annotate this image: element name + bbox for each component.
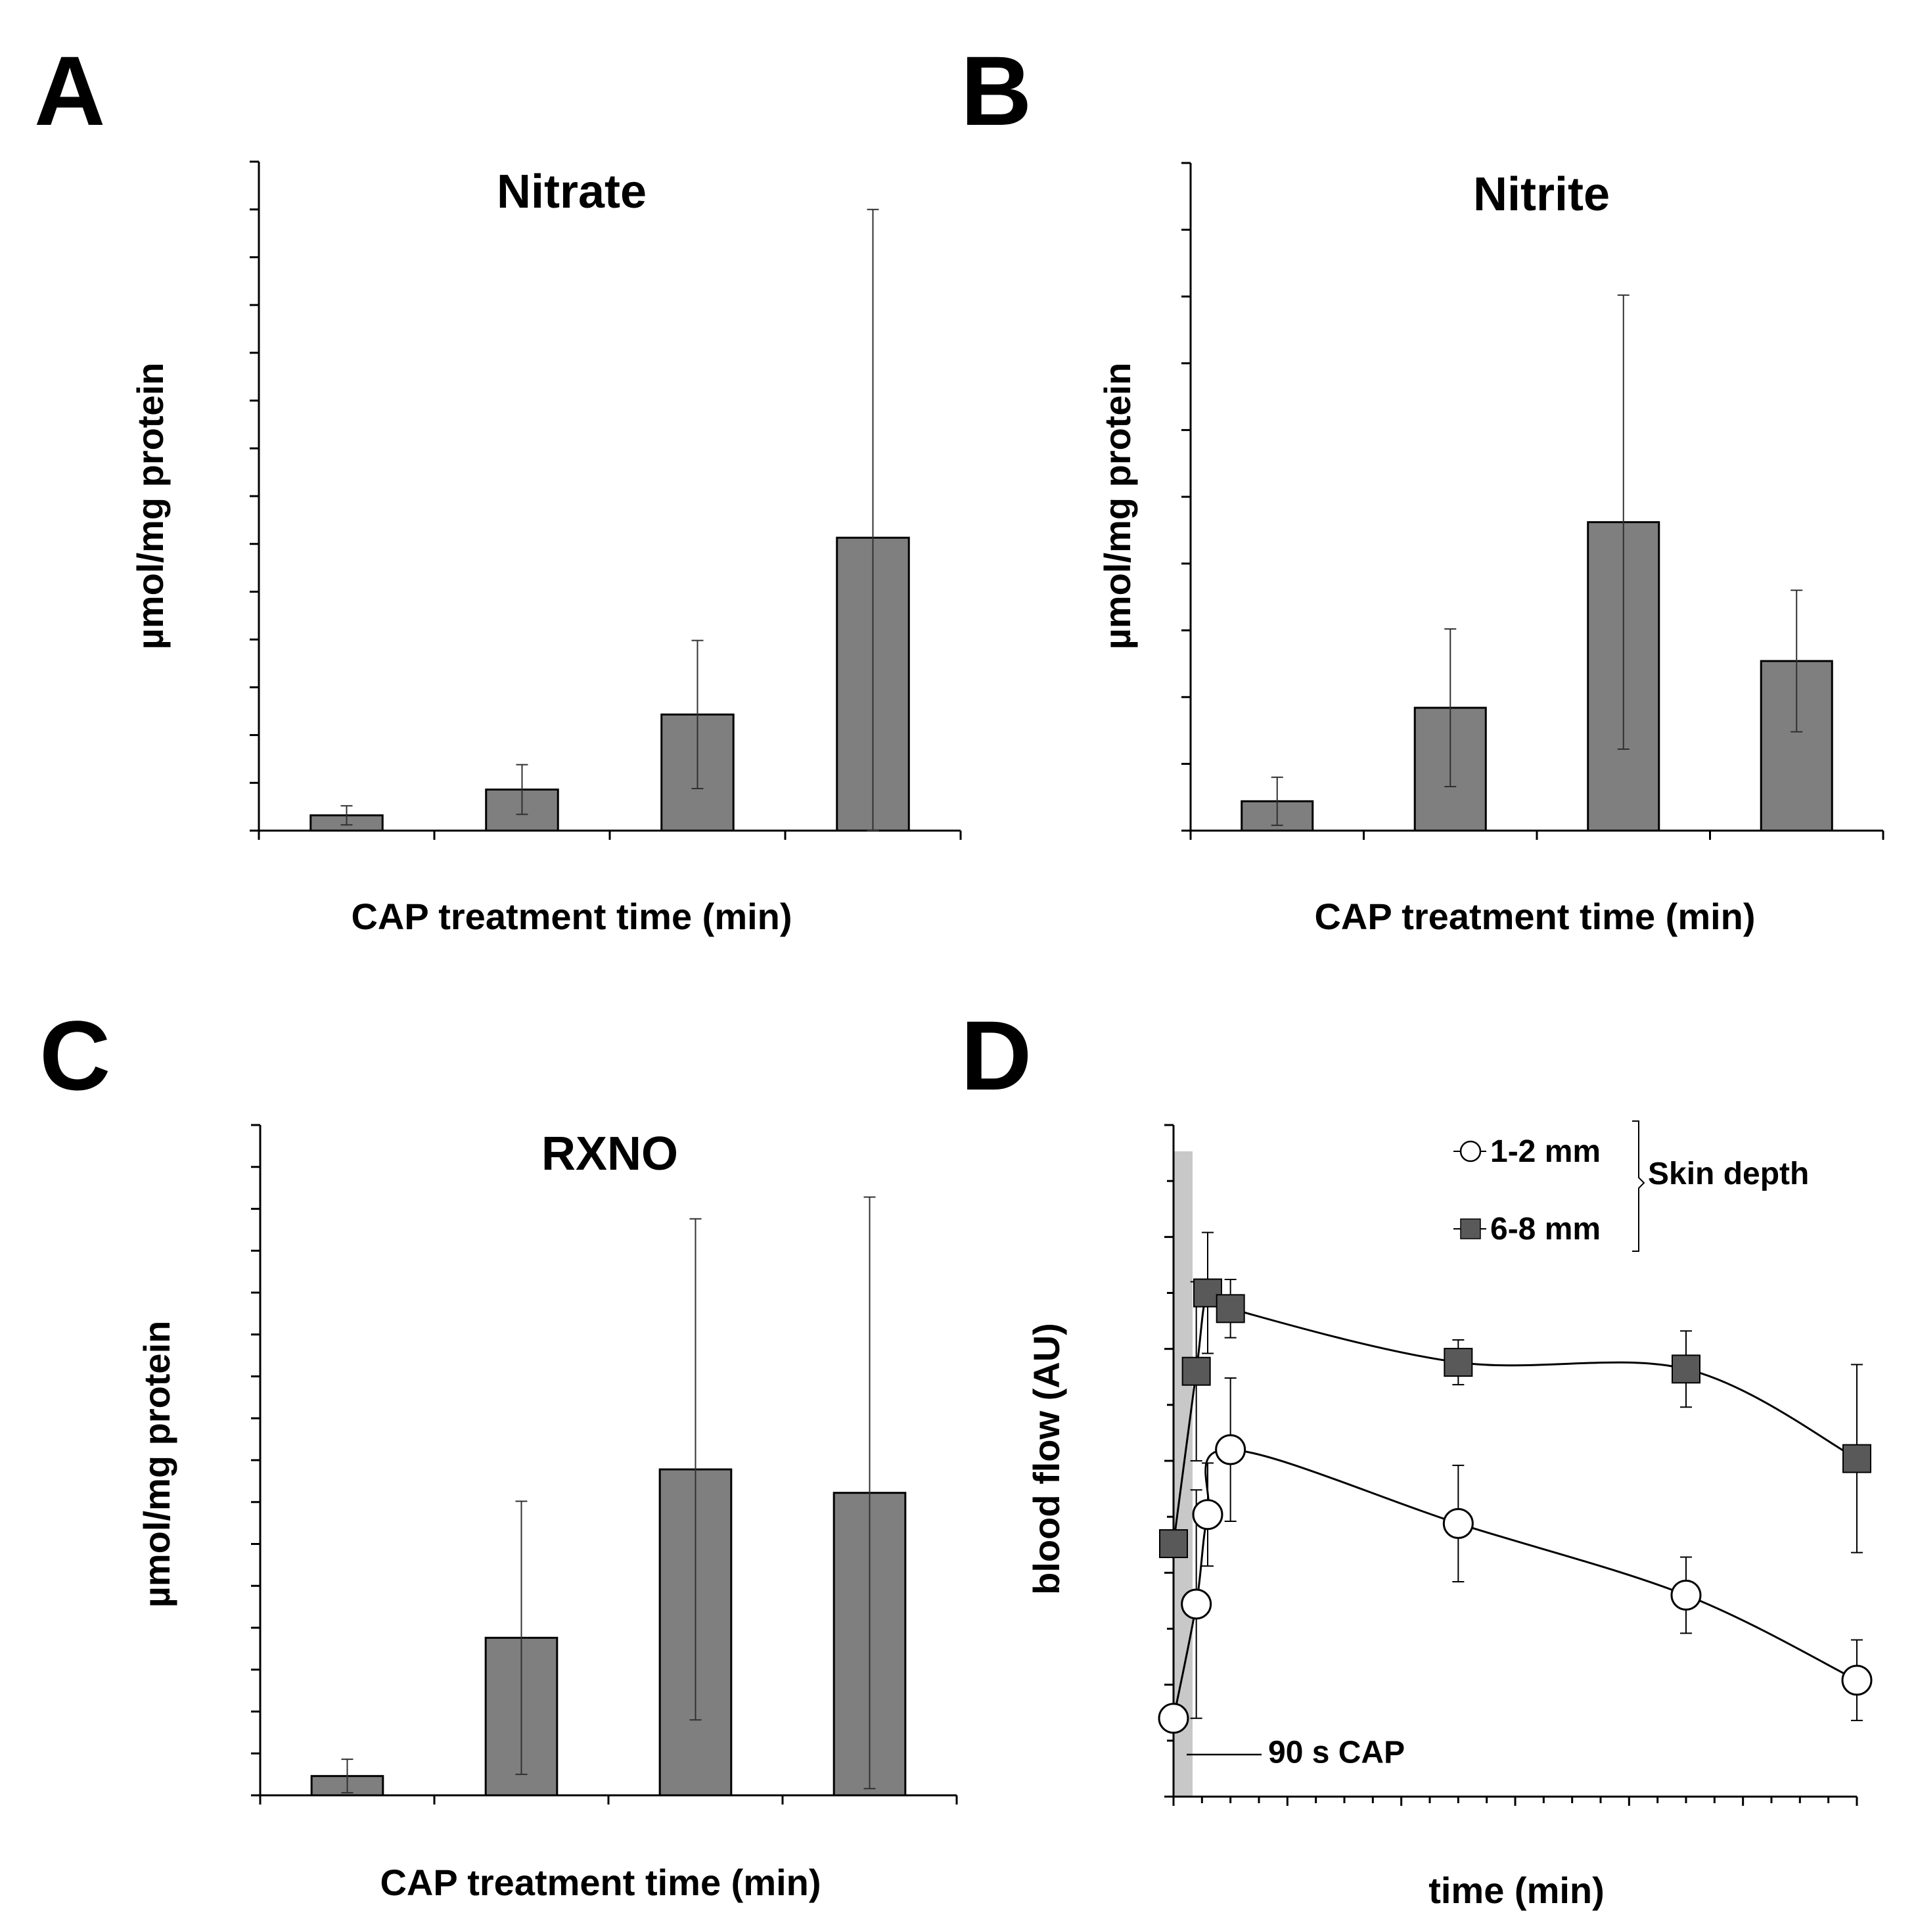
panel-letter-c: C (39, 1000, 110, 1111)
legend-bracket (1632, 1120, 1645, 1252)
series-marker-1-2mm (1442, 1507, 1474, 1539)
series-marker-6-8mm (1842, 1444, 1871, 1473)
chart-b-y-axis-title: µmol/mg protein (1097, 363, 1138, 650)
annotation-90s-cap: 90 s CAP (1268, 1736, 1405, 1770)
chart-a-title: Nitrate (497, 166, 647, 218)
panel-letter-d: D (961, 1000, 1032, 1111)
series-marker-6-8mm (1159, 1529, 1188, 1559)
series-marker-6-8mm (1672, 1354, 1700, 1384)
legend-title-skin-depth: Skin depth (1648, 1157, 1809, 1191)
chart-d-x-axis-title: time (min) (1428, 1870, 1605, 1911)
series-marker-1-2mm (1158, 1703, 1189, 1734)
chart-d-legend: 1-2 mm 6-8 mm Skin depth (1453, 1120, 1809, 1252)
legend-marker-6-8mm (1460, 1218, 1481, 1239)
series-marker-1-2mm (1670, 1579, 1702, 1611)
chart-a-y-axis-title: µmol/mg protein (129, 363, 171, 650)
series-marker-1-2mm (1192, 1499, 1223, 1530)
panel-d-chart: time (min) blood flow (AU) 1-2 mm 6-8 mm… (1026, 1120, 1873, 1911)
panel-a-chart: Nitrate CAP treatment time (min) µmol/mg… (129, 160, 962, 937)
series-marker-6-8mm (1216, 1294, 1245, 1323)
series-marker-1-2mm (1181, 1588, 1212, 1620)
chart-c-title: RXNO (541, 1128, 678, 1180)
series-marker-6-8mm (1181, 1356, 1211, 1386)
chart-b-title: Nitrite (1473, 168, 1610, 221)
series-marker-1-2mm (1215, 1434, 1246, 1465)
legend-marker-1-2mm (1459, 1140, 1482, 1162)
chart-a-x-axis-title: CAP treatment time (min) (351, 896, 792, 937)
chart-b-x-axis-title: CAP treatment time (min) (1314, 896, 1755, 937)
series-marker-1-2mm (1841, 1665, 1873, 1696)
panel-letter-a: A (34, 35, 105, 146)
panel-b-chart: Nitrite CAP treatment time (min) µmol/mg… (1097, 162, 1884, 937)
chart-d-y-axis-title: blood flow (AU) (1026, 1323, 1067, 1595)
chart-c-y-axis-title: µmol/mg protein (136, 1321, 177, 1608)
legend-label-1-2mm: 1-2 mm (1490, 1134, 1601, 1169)
panel-c-chart: RXNO CAP treatment time (min) µmol/mg pr… (136, 1124, 958, 1903)
series-marker-6-8mm (1444, 1348, 1473, 1377)
chart-c-x-axis-title: CAP treatment time (min) (380, 1862, 821, 1903)
legend-label-6-8mm: 6-8 mm (1490, 1212, 1601, 1247)
panel-letter-b: B (961, 35, 1032, 146)
